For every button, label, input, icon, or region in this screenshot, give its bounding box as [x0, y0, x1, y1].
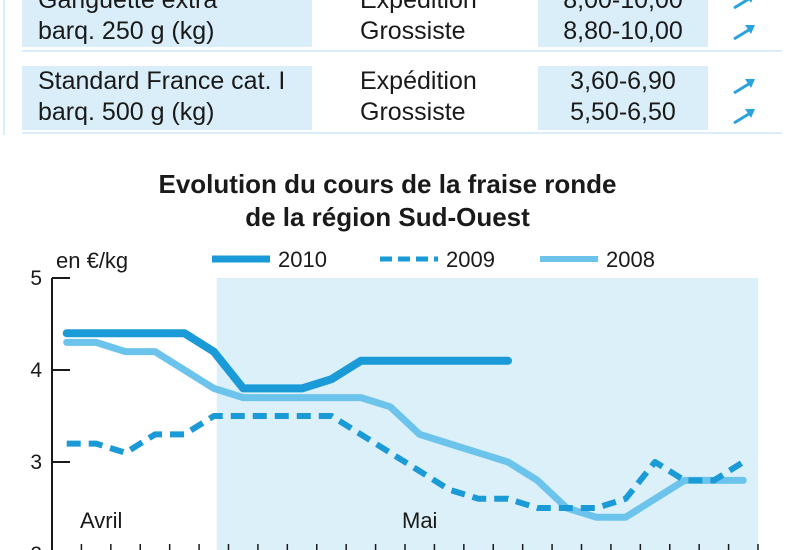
product-name: Standard France cat. I	[38, 67, 286, 95]
price-cell: 3,60-6,90 5,50-6,50	[538, 66, 708, 130]
series-line-2010	[62, 329, 512, 393]
market-cell: Expédition Grossiste	[312, 0, 538, 47]
table-left-border	[3, 0, 5, 135]
market-grossiste: Grossiste	[360, 98, 466, 126]
legend-label-2008: 2008	[606, 247, 655, 272]
product-cell: Gariguette extra barq. 250 g (kg)	[22, 0, 312, 47]
series-line-2008	[63, 338, 747, 521]
y-tick-label: 5	[30, 267, 42, 290]
trend-up-icon	[733, 0, 753, 10]
product-cell: Standard France cat. I barq. 500 g (kg)	[22, 66, 312, 130]
y-tick-label: 4	[30, 359, 42, 382]
market-expedition: Expédition	[360, 0, 477, 14]
legend-label-2010: 2010	[278, 247, 327, 272]
price-grossiste: 8,80-10,00	[563, 17, 683, 45]
row-divider	[22, 50, 782, 52]
chart-canvas: 2 3 4 5 en €/kg 2010 2009 2008 Avril Mai	[30, 247, 759, 550]
row-divider	[22, 132, 782, 134]
legend-label-2009: 2009	[446, 247, 495, 272]
price-expedition: 3,60-6,90	[570, 67, 676, 95]
trend-up-icon	[733, 109, 755, 125]
price-grossiste: 5,50-6,50	[570, 98, 676, 126]
trend-up-icon	[733, 79, 755, 95]
product-pack: barq. 250 g (kg)	[38, 17, 215, 45]
price-table: Gariguette extra barq. 250 g (kg) Expédi…	[0, 0, 800, 135]
market-expedition: Expédition	[360, 67, 477, 95]
chart-title: Evolution du cours de la fraise ronde de…	[0, 168, 775, 234]
price-expedition: 8,00-10,00	[563, 0, 683, 14]
y-tick-label: 3	[30, 451, 42, 474]
trend-up-icon	[733, 25, 755, 41]
month-label-avril: Avril	[80, 508, 122, 533]
trend-cell	[708, 66, 780, 130]
market-cell: Expédition Grossiste	[312, 66, 538, 130]
product-pack: barq. 500 g (kg)	[38, 98, 215, 126]
y-tick-label: 2	[30, 543, 42, 550]
price-cell: 8,00-10,00 8,80-10,00	[538, 0, 708, 47]
y-axis-label: en €/kg	[56, 248, 128, 273]
series-line-2009	[66, 413, 745, 511]
table-row-gariguette: Gariguette extra barq. 250 g (kg) Expédi…	[0, 0, 800, 47]
chart-title-line-1: Evolution du cours de la fraise ronde	[158, 169, 617, 199]
price-chart: Evolution du cours de la fraise ronde de…	[0, 160, 800, 550]
product-name: Gariguette extra	[38, 0, 218, 14]
market-grossiste: Grossiste	[360, 17, 466, 45]
month-label-mai: Mai	[402, 508, 437, 533]
trend-cell	[708, 0, 780, 47]
table-row-standard: Standard France cat. I barq. 500 g (kg) …	[0, 66, 800, 130]
chart-title-line-2: de la région Sud-Ouest	[245, 202, 530, 232]
